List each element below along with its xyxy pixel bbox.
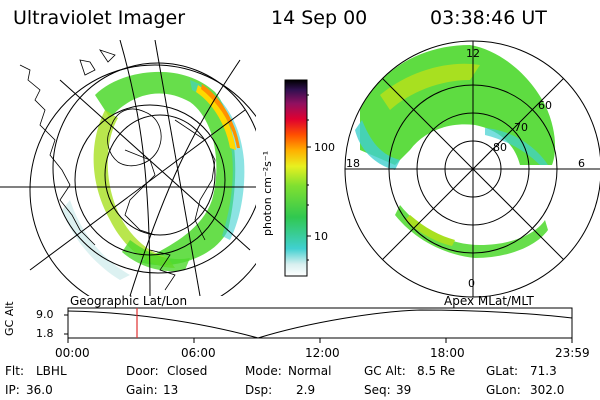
status-gcalt-value: 8.5 Re — [417, 364, 456, 378]
orbit-x-tick-1800: 18:00 — [430, 346, 465, 360]
orbit-y-tick-high: 9.0 — [36, 308, 54, 321]
status-glat-value: 71.3 — [530, 364, 557, 378]
status-mode-key: Mode: — [245, 364, 282, 378]
status-gain-value: 13 — [163, 383, 179, 397]
mlt-label-6: 6 — [578, 157, 585, 170]
mlt-label-12: 12 — [466, 47, 480, 60]
status-dsp-value: 2.9 — [296, 383, 316, 397]
coastlines — [19, 49, 216, 291]
colorbar-unit-label: photon cm⁻²s⁻¹ — [261, 150, 274, 236]
status-gain-key: Gain: — [126, 383, 158, 397]
mlt-label-18: 18 — [346, 157, 360, 170]
status-ip-value: 36.0 — [26, 383, 53, 397]
mlat-label-70: 70 — [514, 121, 528, 134]
geographic-map — [0, 40, 256, 296]
status-dsp-key: Dsp: — [245, 383, 273, 397]
status-door-value: Closed — [167, 364, 208, 378]
status-ip-key: IP: — [5, 383, 20, 397]
orbit-x-ticks — [64, 314, 573, 343]
status-glon-value: 302.0 — [530, 383, 565, 397]
status-glon-key: GLon: — [486, 383, 521, 397]
orbit-x-tick-0000: 00:00 — [55, 346, 90, 360]
mlat-label-80: 80 — [493, 141, 507, 154]
geographic-map-label: Geographic Lat/Lon — [70, 294, 188, 308]
mlat-label-60: 60 — [538, 99, 552, 112]
colorbar-ticks — [307, 94, 311, 261]
orbit-y-tick-low: 1.8 — [36, 327, 54, 340]
status-seq-value: 39 — [396, 383, 412, 397]
status-mode-value: Normal — [288, 364, 332, 378]
mlt-label-0: 0 — [468, 277, 475, 290]
orbit-x-tick-2359: 23:59 — [555, 346, 590, 360]
observation-time: 03:38:46 UT — [430, 7, 547, 29]
apex-map-label: Apex MLat/MLT — [444, 294, 534, 308]
instrument-title: Ultraviolet Imager — [13, 7, 186, 29]
colorbar-tick-100: 100 — [314, 141, 335, 154]
observation-date: 14 Sep 00 — [271, 7, 368, 29]
left-aurora-oval — [62, 71, 245, 280]
left-map-grid — [0, 40, 256, 296]
apex-map-grid — [344, 40, 600, 298]
colorbar-tick-10: 10 — [314, 230, 328, 243]
status-gcalt-key: GC Alt: — [364, 364, 406, 378]
orbit-altitude-curve — [67, 309, 573, 339]
orbit-x-tick-0600: 06:00 — [181, 346, 216, 360]
status-flt-value: LBHL — [36, 364, 67, 378]
colorbar — [284, 79, 308, 277]
status-seq-key: Seq: — [364, 383, 391, 397]
status-flt-key: Flt: — [5, 364, 24, 378]
status-door-key: Door: — [126, 364, 159, 378]
orbit-x-tick-1200: 12:00 — [305, 346, 340, 360]
orbit-y-axis-label: GC Alt — [3, 301, 16, 336]
status-glat-key: GLat: — [486, 364, 519, 378]
